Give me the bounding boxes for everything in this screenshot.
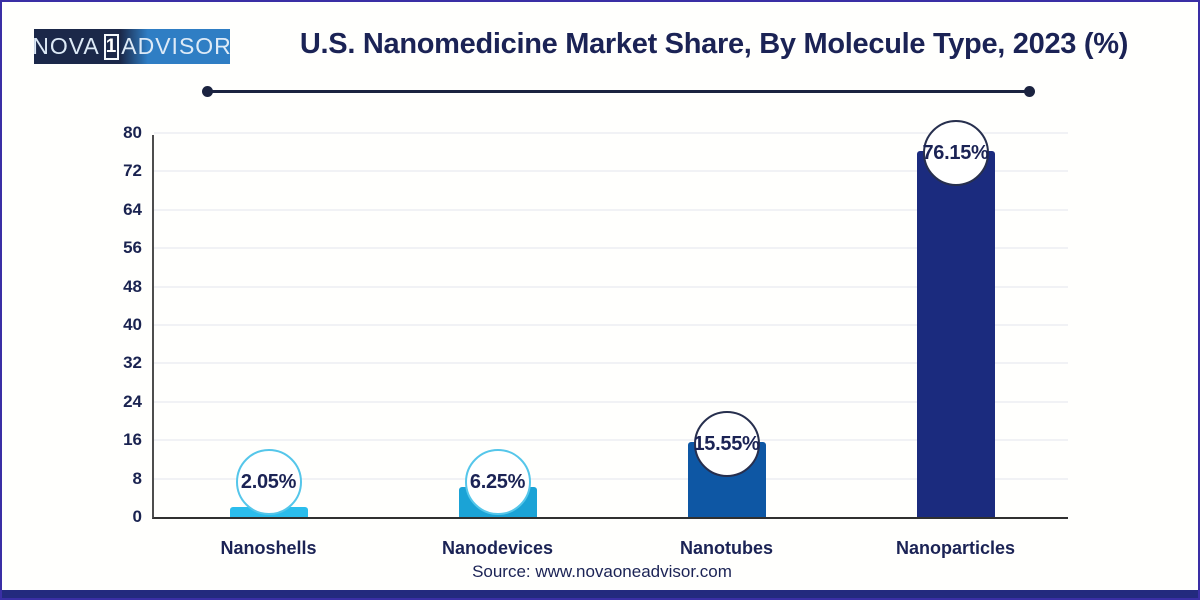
logo-part-nova: NOVA	[32, 33, 100, 59]
divider-right-dot	[1024, 86, 1035, 97]
y-axis-tick-label: 48	[123, 276, 142, 296]
x-axis-label-nanotubes: Nanotubes	[679, 538, 773, 558]
gridline-y-72	[154, 170, 1068, 173]
y-axis-tick-label: 24	[123, 391, 142, 411]
data-label-bubble-nanoshells: 2.05%	[235, 449, 302, 515]
divider-left-dot	[202, 86, 213, 97]
brand-logo: NOVA 1 ADVISOR	[32, 29, 232, 64]
gridline-y-32	[154, 362, 1068, 365]
page-title: U.S. Nanomedicine Market Share, By Molec…	[299, 28, 1129, 60]
y-axis-tick-label: 80	[123, 123, 142, 142]
source-note: Source: www.novaoneadvisor.com	[472, 562, 732, 581]
plot-area: 0 8 16 24 32 40 48 56 64 72 80 2.05% Nanoshells 6.25%…	[123, 120, 1068, 558]
x-axis-label-nanoparticles: Nanoparticles	[895, 538, 1016, 558]
footer-accent-bar	[2, 590, 1198, 598]
data-label-bubble-nanotubes: 15.55%	[693, 411, 760, 478]
y-axis-tick-label: 0	[132, 507, 142, 526]
data-label-bubble-nanodevices: 6.25%	[464, 449, 531, 515]
gridline-y-56	[154, 247, 1068, 250]
gridline-y-48	[154, 285, 1068, 288]
gridline-y-64	[154, 208, 1068, 211]
logo-part-advisor: ADVISOR	[121, 33, 232, 59]
y-axis-tick-label: 56	[123, 238, 142, 258]
x-axis-label-nanodevices: Nanodevices	[441, 538, 554, 558]
logo-one-badge: 1	[103, 33, 120, 60]
y-axis-tick-label: 32	[123, 353, 142, 373]
y-axis-tick-label: 64	[123, 199, 142, 219]
data-label-bubble-nanoparticles: 76.15%	[922, 120, 989, 187]
gridline-y-80	[154, 132, 1068, 134]
gridline-y-24	[154, 400, 1068, 403]
gridline-y-40	[154, 324, 1068, 326]
gridline-y-8	[154, 477, 1068, 480]
x-axis-label-nanoshells: Nanoshells	[220, 538, 317, 558]
y-axis-tick-label: 16	[123, 430, 142, 450]
bar-nanoparticles	[916, 151, 995, 517]
title-underline	[202, 86, 1035, 97]
gridline-y-16	[154, 439, 1068, 442]
y-axis-tick-label: 40	[123, 315, 142, 334]
y-axis-tick-label: 8	[132, 468, 142, 488]
y-axis-tick-label: 72	[123, 161, 142, 181]
